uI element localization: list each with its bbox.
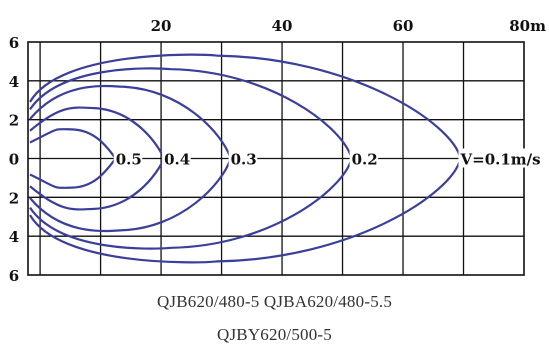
- contour-line-upper: [29, 84, 232, 159]
- y-tick-label: 6: [9, 34, 19, 52]
- x-tick-label: 40: [272, 17, 293, 35]
- contour-line-upper: [29, 128, 117, 160]
- contour-line-lower: [29, 158, 232, 233]
- contour-label: 0.2: [352, 151, 378, 169]
- contour-line-lower: [29, 158, 353, 250]
- y-tick-label: 6: [9, 267, 19, 285]
- contour-line-upper: [29, 106, 166, 159]
- y-tick-label: 2: [9, 112, 19, 130]
- x-tick-label: 20: [151, 17, 172, 35]
- model-caption-2: QJBY620/500-5: [217, 325, 332, 344]
- contour-label: V=0.1m/s: [459, 151, 540, 169]
- y-tick-label: 4: [9, 73, 19, 91]
- contour-label-bg: [228, 148, 258, 168]
- x-tick-label: 80m: [509, 17, 546, 35]
- contour-label-bg: [349, 148, 379, 168]
- y-tick-label: 4: [9, 228, 19, 246]
- y-tick-label: 2: [9, 189, 19, 207]
- model-caption-1: QJB620/480-5 QJBA620/480-5.5: [156, 292, 393, 311]
- contour-line-lower: [29, 158, 462, 264]
- x-tick-label: 60: [393, 17, 414, 35]
- contour-label: 0.4: [164, 151, 190, 169]
- contour-label-bg: [458, 148, 529, 168]
- contour-line-upper: [29, 67, 353, 159]
- contour-line-lower: [29, 157, 117, 189]
- contour-line-lower: [29, 158, 166, 211]
- contour-label: 0.3: [231, 151, 257, 169]
- contour-label: 0.5: [116, 151, 142, 169]
- y-tick-label: 0: [9, 151, 19, 169]
- contour-label-bg: [113, 148, 143, 168]
- contour-line-upper: [29, 53, 462, 159]
- contour-label-bg: [162, 148, 191, 168]
